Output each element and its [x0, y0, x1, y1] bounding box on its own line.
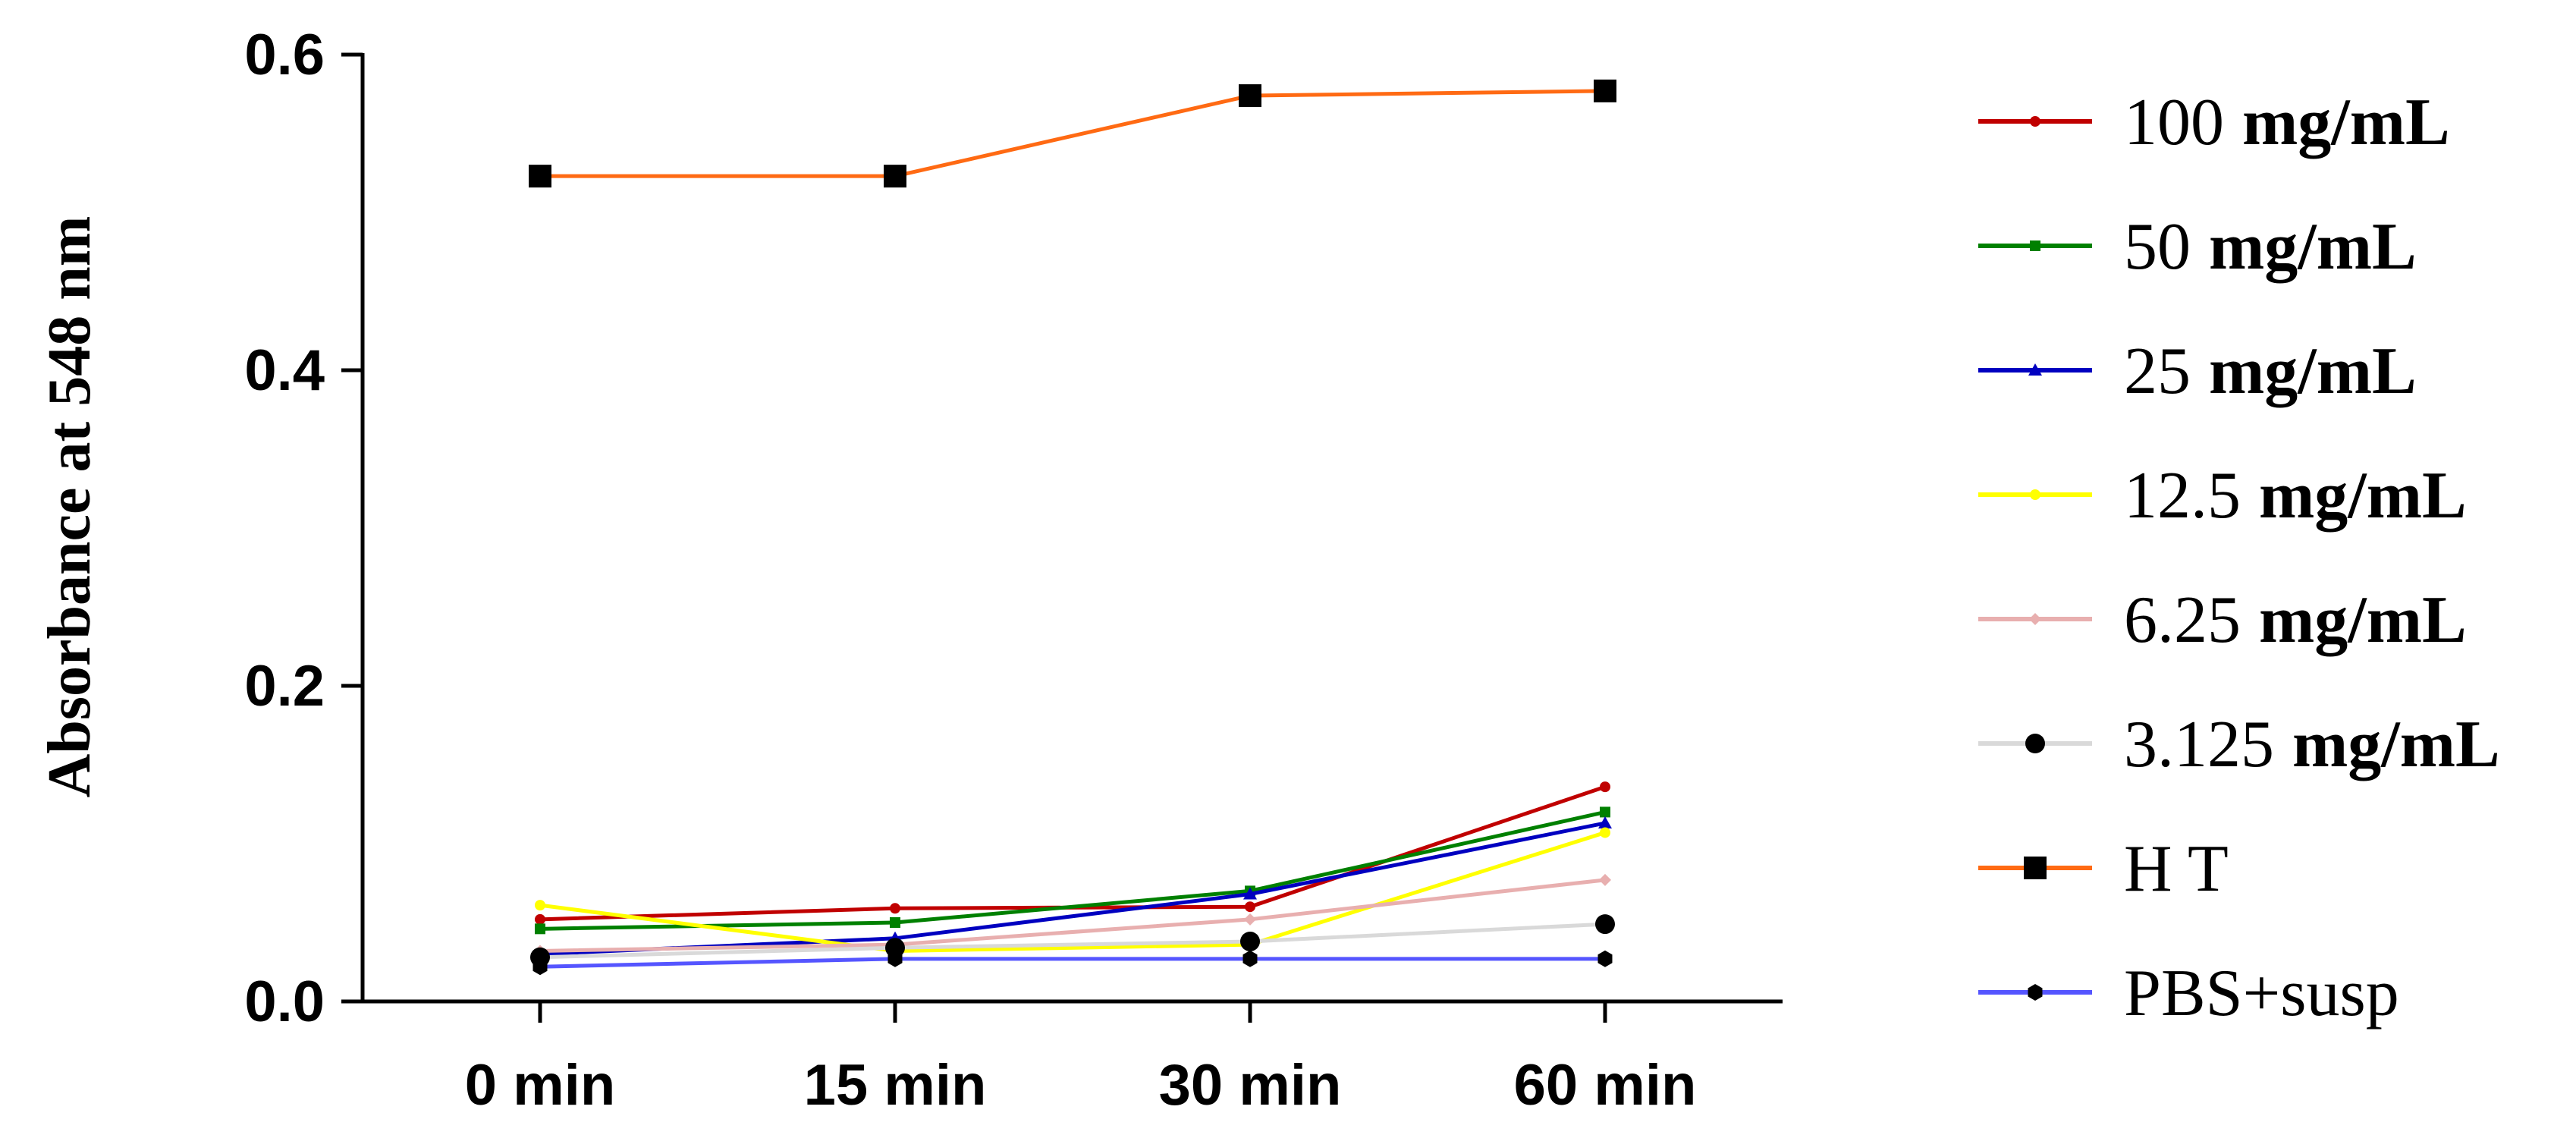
legend-name: PBS+susp [2124, 957, 2399, 1030]
data-point [1599, 873, 1611, 886]
legend-label: 100 mg/mL [2124, 86, 2450, 159]
data-point [887, 950, 903, 967]
legend-label: 6.25 mg/mL [2124, 583, 2467, 657]
data-point [1600, 827, 1610, 838]
legend-label: 25 mg/mL [2124, 335, 2417, 408]
data-point [890, 903, 900, 914]
legend-unit: mg/mL [2209, 210, 2417, 284]
legend-marker [2030, 240, 2040, 251]
data-point [535, 923, 545, 935]
legend-name: 100 [2124, 86, 2224, 159]
data-point [1243, 887, 1257, 900]
legend-marker [2029, 613, 2041, 625]
series-line [539, 809, 1606, 931]
data-point [529, 165, 551, 188]
series-line [539, 878, 1606, 953]
legend-name: 25 [2124, 335, 2191, 408]
series-layer [529, 79, 1616, 976]
legend-unit: mg/mL [2292, 708, 2500, 781]
data-point [884, 165, 906, 188]
legend-item: 3.125 mg/mL [1978, 708, 2500, 781]
series-line [539, 831, 1606, 953]
legend-unit: mg/mL [2209, 335, 2417, 408]
legend-marker [2030, 489, 2040, 500]
legend-name: 50 [2124, 210, 2191, 284]
y-tick-label: 0.2 [244, 654, 325, 718]
legend-unit: mg/mL [2259, 583, 2467, 657]
x-tick-label: 15 min [804, 1053, 987, 1118]
data-point [1240, 931, 1260, 951]
y-tick-label: 0.6 [244, 23, 325, 87]
legend-item: H T [1978, 832, 2229, 906]
data-point [1600, 781, 1610, 793]
x-tick-label: 0 min [465, 1053, 616, 1118]
legend-name: H T [2124, 832, 2229, 906]
data-point [1600, 806, 1610, 818]
y-tick-label: 0.4 [244, 338, 325, 403]
legend-item: 12.5 mg/mL [1978, 459, 2467, 533]
series-line [539, 957, 1605, 969]
legend-name: 3.125 [2124, 708, 2274, 781]
data-point [890, 917, 900, 928]
data-point [1245, 901, 1255, 913]
legend-name: 6.25 [2124, 583, 2241, 657]
data-point [535, 913, 545, 925]
legend-label: 3.125 mg/mL [2124, 708, 2500, 781]
data-point [1239, 84, 1261, 108]
x-tick-label: 30 min [1159, 1053, 1342, 1118]
data-point [1595, 914, 1615, 935]
legend-marker [2024, 857, 2047, 879]
legend-label: H T [2124, 832, 2229, 906]
y-axis-title: Absorbance at 548 nm [36, 216, 103, 798]
legend-item: 100 mg/mL [1978, 86, 2450, 159]
series-line [539, 922, 1606, 960]
series-8 [532, 950, 1613, 976]
x-tick-label: 60 min [1514, 1053, 1697, 1118]
y-tick-label: 0.0 [244, 970, 325, 1034]
axes: 0.0 0.2 0.4 0.6 0 min 15 min 30 min 60 min [244, 23, 1783, 1118]
legend-name: 12.5 [2124, 459, 2241, 533]
legend-marker [2025, 734, 2045, 753]
legend-item: 50 mg/mL [1978, 210, 2417, 284]
data-point [1594, 79, 1616, 102]
legend-item: 6.25 mg/mL [1978, 583, 2467, 657]
legend-label: 12.5 mg/mL [2124, 459, 2467, 533]
data-point [1244, 913, 1256, 926]
legend-unit: mg/mL [2242, 86, 2450, 159]
legend-marker [2028, 363, 2042, 376]
data-point [885, 938, 905, 958]
legend-unit: mg/mL [2259, 459, 2467, 533]
legend-label: PBS+susp [2124, 957, 2399, 1030]
data-point [1598, 816, 1612, 828]
data-point [532, 958, 548, 976]
legend-marker [2028, 984, 2043, 1001]
legend-item: 25 mg/mL [1978, 335, 2417, 408]
data-point [1597, 950, 1613, 967]
legend-marker [2030, 116, 2040, 127]
legend-label: 50 mg/mL [2124, 210, 2417, 284]
legend-item: PBS+susp [1978, 957, 2399, 1030]
series-line [540, 89, 1606, 178]
series-7 [529, 79, 1616, 188]
data-point [535, 900, 545, 911]
data-point [1242, 950, 1258, 967]
